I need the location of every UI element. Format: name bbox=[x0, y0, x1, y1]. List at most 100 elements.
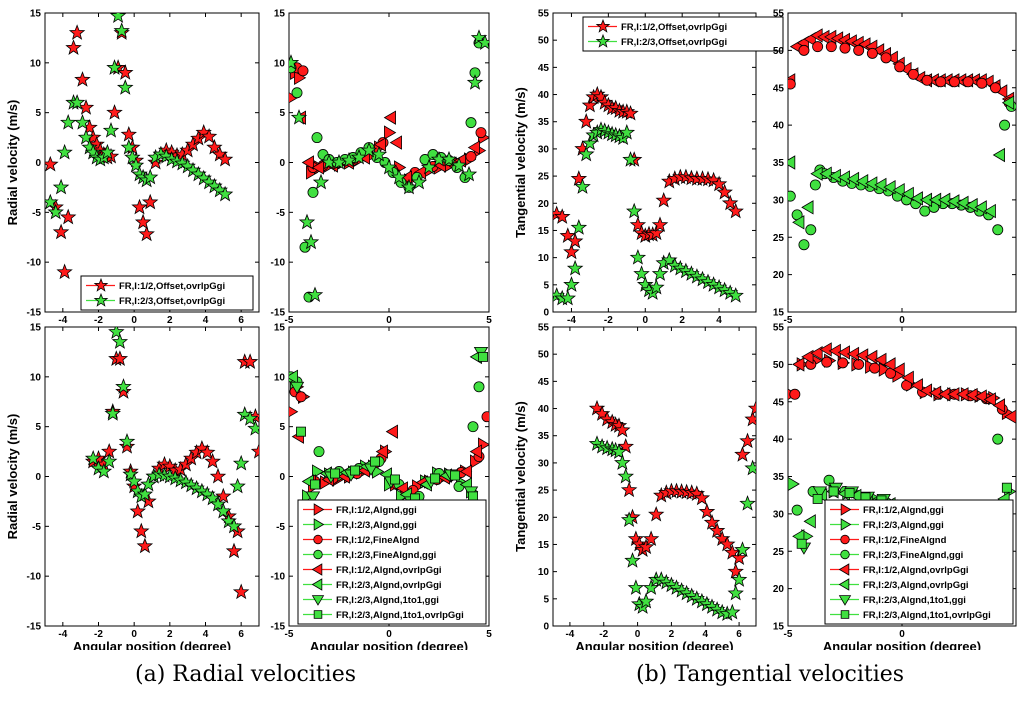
point-star-red bbox=[65, 39, 82, 55]
point-square-green bbox=[330, 468, 340, 479]
point-star-green bbox=[124, 148, 141, 165]
point-star-red bbox=[204, 452, 221, 469]
x-tick-label: 0 bbox=[642, 315, 648, 326]
y-tick-label: -5 bbox=[276, 522, 285, 533]
y-tick-label: 25 bbox=[773, 547, 785, 558]
y-tick-label: 10 bbox=[538, 253, 550, 264]
x-tick-label: 4 bbox=[203, 315, 209, 326]
point-star-red bbox=[120, 125, 137, 142]
point-star-green bbox=[102, 121, 120, 138]
point-star-red bbox=[614, 421, 631, 438]
x-tick-label: 4 bbox=[702, 629, 708, 640]
point-circle-green bbox=[291, 87, 303, 99]
point-star-red bbox=[118, 437, 136, 454]
point-triangle-left-green bbox=[983, 203, 996, 219]
point-circle-red bbox=[990, 82, 1001, 94]
y-tick-label: 0 bbox=[279, 472, 285, 483]
x-tick-label: -2 bbox=[94, 629, 103, 640]
point-star-green bbox=[578, 145, 595, 162]
point-star-red bbox=[703, 514, 721, 530]
point-star-green bbox=[290, 109, 308, 125]
point-circle-green bbox=[467, 421, 479, 433]
point-star-green bbox=[610, 443, 628, 460]
legend-marker bbox=[313, 549, 323, 560]
legend-label: FR,I:1/2,FineAlgnd bbox=[863, 535, 947, 546]
point-star-red bbox=[131, 198, 148, 215]
x-tick-label: 0 bbox=[635, 629, 641, 640]
point-triangle-left-red bbox=[373, 137, 386, 152]
point-star-green bbox=[232, 454, 250, 471]
point-star-red bbox=[637, 538, 655, 555]
point-star-green bbox=[45, 193, 59, 210]
point-square-green bbox=[844, 487, 855, 498]
point-circle-red bbox=[853, 44, 865, 56]
point-star-red bbox=[747, 399, 756, 416]
point-star-green bbox=[642, 579, 660, 595]
point-triangle-right-red bbox=[384, 125, 397, 140]
legend-marker bbox=[838, 578, 850, 591]
legend-marker bbox=[840, 610, 850, 619]
point-star-green bbox=[95, 462, 113, 479]
legend-marker bbox=[93, 292, 109, 307]
point-star-green bbox=[410, 173, 428, 190]
x-tick-label: -4 bbox=[58, 629, 67, 640]
point-star-red bbox=[642, 530, 660, 547]
point-star-green bbox=[109, 13, 127, 24]
x-tick-label: 6 bbox=[238, 315, 244, 326]
y-tick-label: 5 bbox=[35, 108, 41, 119]
y-tick-label: -15 bbox=[271, 308, 286, 319]
y-tick-label: -5 bbox=[32, 208, 41, 219]
x-tick-label: 0 bbox=[131, 629, 137, 640]
point-star-green bbox=[106, 59, 123, 75]
point-star-red bbox=[111, 350, 129, 366]
legend-marker bbox=[840, 503, 852, 516]
point-star-green bbox=[617, 467, 635, 484]
point-triangle-right-green bbox=[788, 477, 800, 491]
data-points bbox=[588, 399, 756, 622]
point-star-green bbox=[574, 178, 591, 194]
point-circle-green bbox=[798, 239, 810, 251]
x-axis-label: Angular position (degree) bbox=[310, 639, 468, 650]
point-star-red bbox=[74, 71, 91, 87]
x-tick-label: 6 bbox=[238, 629, 244, 640]
point-circle-green bbox=[419, 154, 431, 165]
point-star-green bbox=[559, 289, 576, 306]
point-circle-red bbox=[948, 76, 960, 88]
legend-label: FR,I:2/3,Algnd,ggi bbox=[336, 520, 417, 531]
point-star-green bbox=[77, 128, 95, 145]
y-tick-label: 30 bbox=[538, 458, 550, 469]
point-star-green bbox=[390, 168, 408, 185]
point-star-green bbox=[400, 178, 418, 195]
y-tick-label: 55 bbox=[538, 323, 550, 334]
legend-marker bbox=[313, 610, 323, 619]
y-tick-label: 50 bbox=[538, 350, 550, 361]
x-tick-label: 4 bbox=[203, 629, 209, 640]
point-star-green bbox=[142, 168, 159, 185]
y-tick-label: 25 bbox=[538, 486, 550, 497]
plot-panel-radial-top-left: -4 -2 0 2 4 6 -15 -10 -5 0 5 10 15 Radial velocity (m… bbox=[5, 9, 260, 326]
plot-panel-tangential-bottom-left: -4 -2 0 2 4 6 0 5 10 15 20 25 30 35 40 45 50 55 Angular po… bbox=[513, 323, 757, 650]
legend-marker bbox=[311, 563, 323, 576]
y-axis-label: Radial velocity (m/s) bbox=[5, 414, 20, 540]
legend-label: FR,I:1/2,Algnd,ovrlpGgi bbox=[863, 565, 969, 576]
point-star-red bbox=[651, 216, 669, 233]
point-star-red bbox=[581, 96, 599, 113]
point-star-green bbox=[74, 113, 91, 130]
x-tick-label: 4 bbox=[716, 315, 722, 326]
legend: FR,I:1/2,Offset,ovrlpGgi FR,I:2/3,Offset,… bbox=[80, 275, 254, 311]
point-star-red bbox=[52, 223, 70, 240]
x-tick-label: 2 bbox=[669, 629, 675, 640]
y-tick-label: -5 bbox=[32, 522, 41, 533]
point-circle-red bbox=[976, 77, 988, 89]
y-tick-label: 15 bbox=[538, 226, 550, 237]
data-points bbox=[289, 346, 489, 509]
plot-panel-radial-bottom-right: -5 0 5 -15 -10 -5 0 5 10 15 Angular position (degr… bbox=[271, 323, 493, 651]
point-star-green bbox=[739, 495, 756, 511]
point-star-red bbox=[68, 24, 86, 40]
point-star-green bbox=[624, 552, 641, 568]
point-star-red bbox=[200, 127, 218, 144]
point-star-green bbox=[629, 248, 647, 265]
point-circle-red bbox=[962, 76, 974, 88]
y-tick-label: 50 bbox=[538, 36, 550, 47]
point-triangle-left-green bbox=[289, 369, 298, 385]
